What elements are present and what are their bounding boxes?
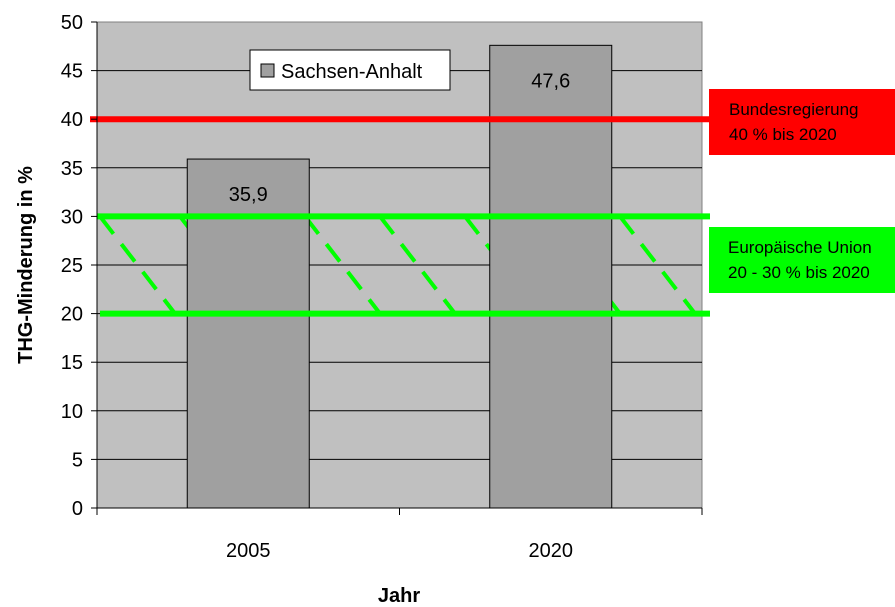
x-tick-labels: 2005 2020 <box>226 540 573 562</box>
axes <box>91 21 703 515</box>
legend-label: Sachsen-Anhalt <box>281 61 423 83</box>
annotation-eu-line1: Europäische Union <box>728 238 872 257</box>
y-tick-label: 30 <box>61 206 83 228</box>
y-tick-label: 35 <box>61 158 83 180</box>
y-tick-label: 15 <box>61 352 83 374</box>
eu-band-hatch-line <box>303 215 382 315</box>
y-tick-label: 50 <box>61 12 83 34</box>
data-label-2020: 47,6 <box>531 70 570 92</box>
x-tick-label-2020: 2020 <box>529 540 574 562</box>
y-tick-label: 10 <box>61 401 83 423</box>
legend-box <box>249 49 451 91</box>
x-tick-label-2005: 2005 <box>226 540 271 562</box>
x-axis-title: Jahr <box>378 585 420 607</box>
reference-lines <box>90 116 710 317</box>
eu-band-hatch-line <box>98 215 177 315</box>
eu-band-hatch-line <box>378 215 457 315</box>
annotation-bundesregierung-box <box>709 89 895 155</box>
annotation-eu-box <box>709 227 895 293</box>
y-axis-title: THG-Minderung in % <box>15 166 37 364</box>
y-tick-label: 5 <box>72 449 83 471</box>
bars <box>186 44 613 509</box>
y-tick-label: 0 <box>72 498 83 520</box>
annotation-bundesregierung-line2: 40 % bis 2020 <box>729 125 837 144</box>
annotation-bundesregierung-line1: Bundesregierung <box>729 100 858 119</box>
legend-swatch <box>260 63 275 78</box>
y-tick-label: 45 <box>61 61 83 83</box>
bar-2020 <box>489 44 613 509</box>
legend: Sachsen-Anhalt <box>249 49 451 91</box>
bar-2005 <box>186 158 310 509</box>
y-tick-label: 25 <box>61 255 83 277</box>
data-label-2005: 35,9 <box>229 184 268 206</box>
y-tick-labels: 0 5 10 15 20 25 30 35 40 45 50 <box>61 12 83 520</box>
annotation-eu-line2: 20 - 30 % bis 2020 <box>728 263 870 282</box>
eu-band-hatch-line <box>618 215 697 315</box>
annotation-bundesregierung: Bundesregierung 40 % bis 2020 <box>709 89 895 155</box>
y-tick-label: 40 <box>61 109 83 131</box>
annotation-eu: Europäische Union 20 - 30 % bis 2020 <box>709 227 895 293</box>
eu-band-hatch-line <box>463 215 542 315</box>
data-labels: 35,9 47,6 <box>229 70 570 206</box>
y-tick-label: 20 <box>61 304 83 326</box>
